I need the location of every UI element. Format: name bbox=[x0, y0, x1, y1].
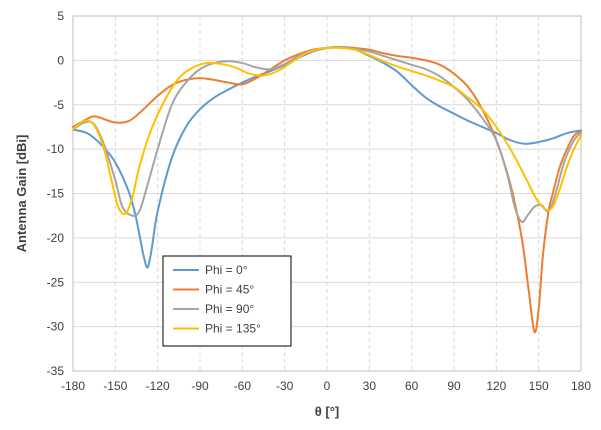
y-tick-label: -5 bbox=[53, 98, 64, 112]
y-tick-label: -20 bbox=[47, 231, 65, 245]
y-tick-label: 5 bbox=[57, 9, 64, 23]
y-tick-label: -25 bbox=[47, 275, 65, 289]
tick-labels: 5 0 -5 -10 -15 -20 -25 -30 -35-180 -150 -120 -90 -60… bbox=[47, 9, 592, 393]
x-tick-label: 180 bbox=[571, 379, 591, 393]
x-tick-label: -180 bbox=[61, 379, 85, 393]
x-tick-label: 30 bbox=[363, 379, 377, 393]
legend-entry: Phi = 0° bbox=[205, 263, 248, 277]
x-axis-title: θ [°] bbox=[315, 404, 340, 419]
legend-entry: Phi = 90° bbox=[205, 302, 254, 316]
y-axis-title: Antenna Gain [dBi] bbox=[14, 135, 29, 253]
plot-area-border bbox=[72, 15, 582, 372]
y-tick-label: -15 bbox=[47, 187, 65, 201]
legend-entry: Phi = 45° bbox=[205, 283, 254, 297]
series-layer bbox=[72, 45, 582, 334]
x-tick-label: -150 bbox=[103, 379, 127, 393]
series-line-2 bbox=[72, 46, 582, 334]
y-tick-label: -30 bbox=[47, 320, 65, 334]
y-tick-label: 0 bbox=[57, 53, 64, 67]
x-tick-label: -60 bbox=[234, 379, 252, 393]
x-tick-label: -90 bbox=[191, 379, 209, 393]
legend: Phi = 0° Phi = 45° Phi = 90° Phi = 135° bbox=[162, 255, 292, 347]
x-tick-label: 90 bbox=[447, 379, 461, 393]
series-line-4 bbox=[72, 46, 582, 216]
x-tick-label: 150 bbox=[529, 379, 549, 393]
x-tick-label: 120 bbox=[486, 379, 506, 393]
x-tick-label: 0 bbox=[324, 379, 331, 393]
x-tick-label: -30 bbox=[276, 379, 294, 393]
y-tick-label: -35 bbox=[47, 364, 65, 378]
y-tick-label: -10 bbox=[47, 142, 65, 156]
legend-entry: Phi = 135° bbox=[205, 322, 261, 336]
x-tick-label: -120 bbox=[146, 379, 170, 393]
x-tick-label: 60 bbox=[405, 379, 419, 393]
